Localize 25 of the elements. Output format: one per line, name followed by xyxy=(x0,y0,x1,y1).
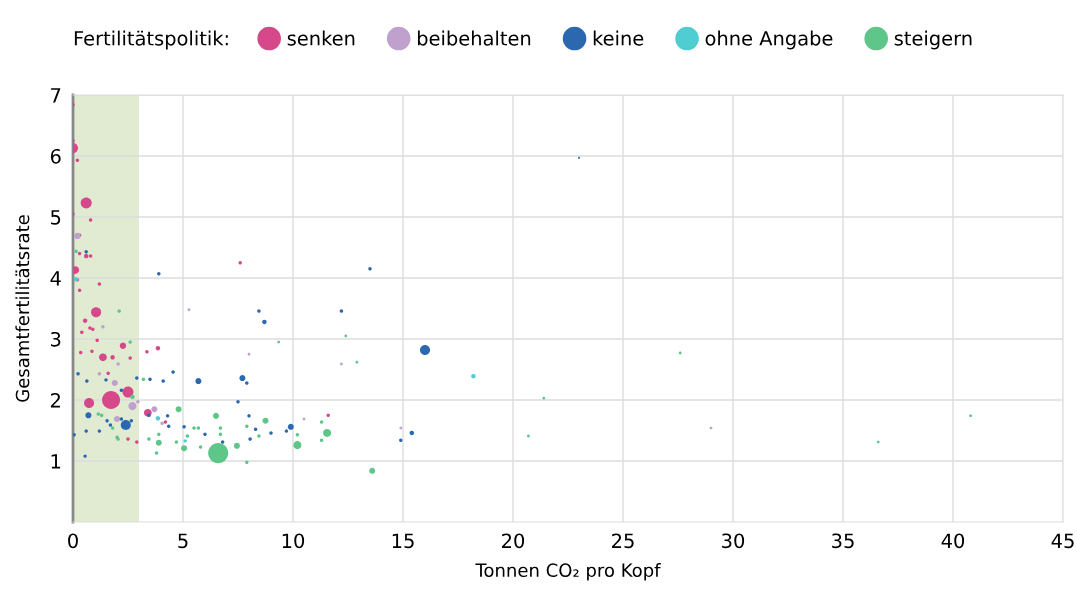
x-tick-label: 35 xyxy=(832,533,854,549)
x-tick-label: 10 xyxy=(282,533,305,549)
x-tick-label: 5 xyxy=(178,533,188,549)
legend-title: Fertilitätspolitik: xyxy=(74,30,228,50)
y-tick-label: 2 xyxy=(50,392,60,408)
y-tick-label: 3 xyxy=(51,331,61,347)
y-tick-label: 4 xyxy=(50,271,61,286)
y-tick-label: 6 xyxy=(50,148,61,164)
x-tick-label: 45 xyxy=(1051,533,1074,549)
x-tick-label: 20 xyxy=(502,533,525,549)
y-axis-title: Gesamtfertilitätsrate xyxy=(15,215,30,402)
x-tick-label: 0 xyxy=(68,533,78,549)
x-tick-label: 30 xyxy=(722,533,745,549)
y-tick-label: 1 xyxy=(51,454,61,469)
legend-label: senken xyxy=(287,30,355,46)
y-tick-label: 5 xyxy=(51,210,61,225)
x-axis-title: Tonnen CO₂ pro Kopf xyxy=(475,563,661,581)
legend-label: steigern xyxy=(894,30,972,50)
y-tick-label: 7 xyxy=(51,88,61,103)
x-tick-label: 40 xyxy=(941,533,965,549)
x-tick-label: 25 xyxy=(612,533,634,549)
legend-label: beibehalten xyxy=(417,30,531,46)
x-tick-label: 15 xyxy=(392,533,414,549)
legend-label: ohne Angabe xyxy=(705,30,833,50)
legend-label: keine xyxy=(593,30,644,46)
